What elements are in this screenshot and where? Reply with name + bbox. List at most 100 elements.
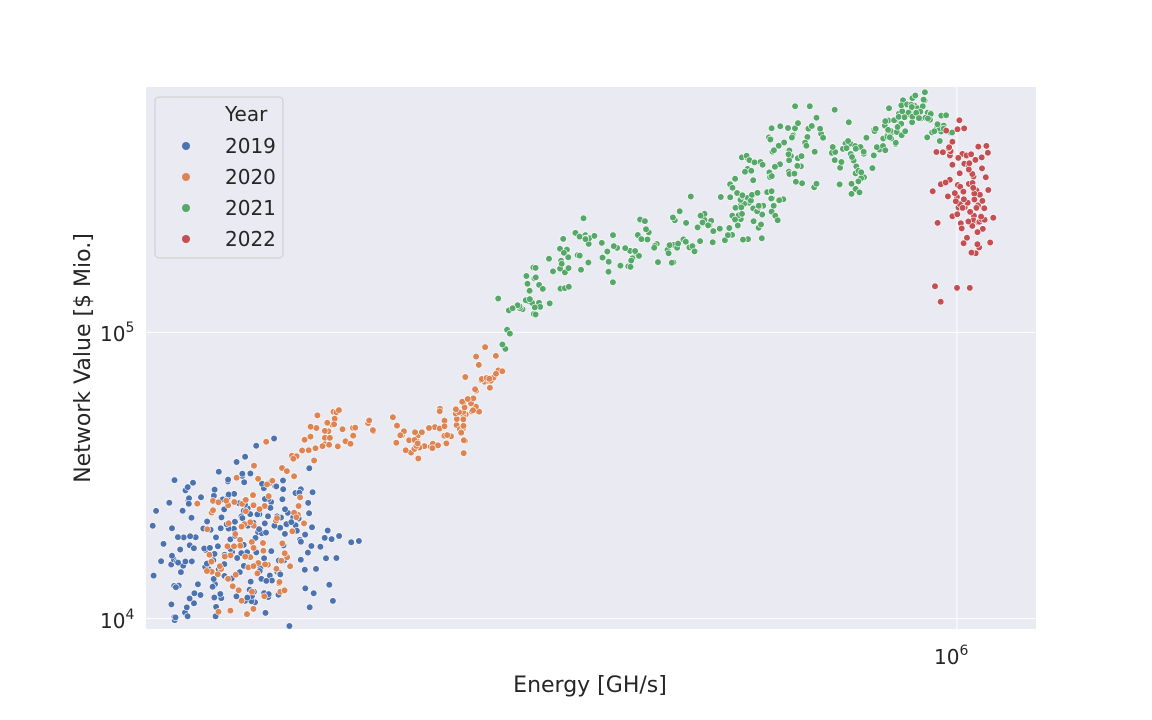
- legend-marker-2022: [182, 235, 190, 243]
- data-point-2020: [231, 530, 239, 538]
- data-point-2021: [923, 133, 931, 141]
- data-point-2020: [283, 467, 291, 475]
- data-point-2019: [347, 538, 355, 546]
- data-point-2020: [414, 454, 422, 463]
- data-point-2021: [886, 133, 894, 141]
- data-point-2021: [581, 235, 590, 243]
- data-point-2022: [978, 164, 986, 172]
- data-point-2019: [309, 488, 317, 496]
- data-point-2020: [222, 497, 230, 505]
- x-axis-label: Energy [GH/s]: [513, 673, 667, 698]
- data-point-2021: [770, 202, 778, 210]
- data-point-2021: [776, 122, 784, 130]
- data-point-2021: [682, 219, 690, 227]
- data-point-2019: [305, 509, 313, 517]
- data-point-2021: [731, 215, 739, 224]
- data-point-2020: [235, 586, 243, 594]
- data-point-2020: [226, 606, 234, 615]
- data-point-2020: [464, 395, 472, 403]
- data-point-2021: [560, 249, 568, 257]
- y-tick-label: 105: [100, 320, 134, 346]
- data-point-2021: [674, 240, 682, 248]
- data-point-2021: [770, 146, 778, 154]
- data-point-2020: [369, 426, 377, 434]
- data-point-2021: [609, 278, 617, 286]
- data-point-2020: [335, 406, 343, 414]
- data-point-2019: [312, 565, 320, 573]
- data-point-2020: [236, 542, 244, 550]
- data-point-2020: [203, 567, 211, 575]
- data-point-2019: [272, 482, 280, 491]
- data-point-2021: [506, 330, 514, 338]
- data-point-2020: [241, 552, 249, 561]
- data-point-2021: [933, 120, 942, 128]
- data-point-2019: [301, 530, 309, 539]
- data-point-2019: [210, 575, 218, 583]
- data-point-2022: [974, 143, 982, 151]
- data-point-2021: [767, 194, 775, 203]
- data-point-2021: [862, 134, 871, 142]
- data-point-2020: [233, 474, 241, 482]
- data-point-2021: [845, 118, 853, 126]
- data-point-2019: [304, 499, 312, 507]
- data-point-2019: [177, 568, 185, 576]
- data-point-2020: [486, 384, 494, 392]
- data-point-2019: [187, 514, 196, 522]
- data-point-2019: [203, 517, 211, 526]
- data-point-2020: [214, 498, 222, 506]
- data-point-2019: [224, 476, 232, 484]
- data-point-2019: [262, 577, 270, 585]
- data-point-2022: [939, 148, 947, 156]
- data-point-2019: [260, 554, 268, 562]
- data-point-2020: [325, 441, 333, 449]
- data-point-2020: [295, 502, 303, 510]
- data-point-2021: [855, 188, 864, 196]
- legend: Year 2019 2020 2021 2022: [154, 96, 284, 259]
- data-point-2021: [847, 190, 856, 198]
- data-point-2020: [203, 525, 211, 533]
- data-point-2020: [436, 407, 444, 415]
- data-point-2020: [460, 449, 468, 457]
- data-point-2020: [214, 570, 222, 578]
- data-point-2020: [216, 562, 224, 570]
- data-point-2020: [318, 442, 327, 450]
- data-point-2019: [174, 558, 182, 567]
- data-point-2022: [989, 214, 997, 222]
- data-point-2021: [784, 150, 793, 158]
- data-point-2021: [664, 249, 673, 257]
- data-point-2021: [525, 287, 534, 295]
- data-point-2019: [190, 544, 198, 552]
- data-point-2019: [325, 581, 333, 589]
- data-point-2021: [522, 272, 531, 280]
- data-point-2020: [459, 415, 467, 424]
- data-point-2021: [806, 102, 814, 110]
- data-point-2022: [960, 195, 968, 203]
- data-point-2021: [819, 134, 827, 142]
- data-point-2022: [958, 204, 967, 212]
- data-point-2022: [977, 213, 985, 221]
- y-axis-label: Network Value [$ Mio.]: [71, 233, 96, 483]
- data-point-2021: [816, 125, 824, 133]
- data-point-2021: [635, 252, 643, 260]
- data-point-2020: [425, 424, 433, 432]
- data-point-2021: [885, 104, 893, 112]
- data-point-2019: [216, 590, 224, 598]
- data-point-2021: [603, 247, 611, 256]
- data-point-2019: [232, 592, 240, 601]
- data-point-2021: [753, 189, 762, 197]
- data-point-2022: [959, 188, 968, 196]
- data-point-2020: [238, 522, 246, 531]
- data-point-2022: [952, 197, 960, 205]
- data-point-2019: [217, 524, 225, 532]
- data-point-2019: [197, 493, 205, 501]
- data-point-2021: [942, 111, 950, 119]
- data-point-2019: [186, 594, 194, 603]
- data-point-2021: [771, 163, 779, 171]
- data-point-2019: [217, 513, 226, 522]
- data-points: [149, 88, 997, 630]
- data-point-2020: [296, 493, 304, 502]
- data-point-2021: [728, 184, 737, 192]
- data-point-2020: [224, 575, 232, 583]
- data-point-2019: [243, 593, 251, 602]
- data-point-2020: [277, 557, 285, 565]
